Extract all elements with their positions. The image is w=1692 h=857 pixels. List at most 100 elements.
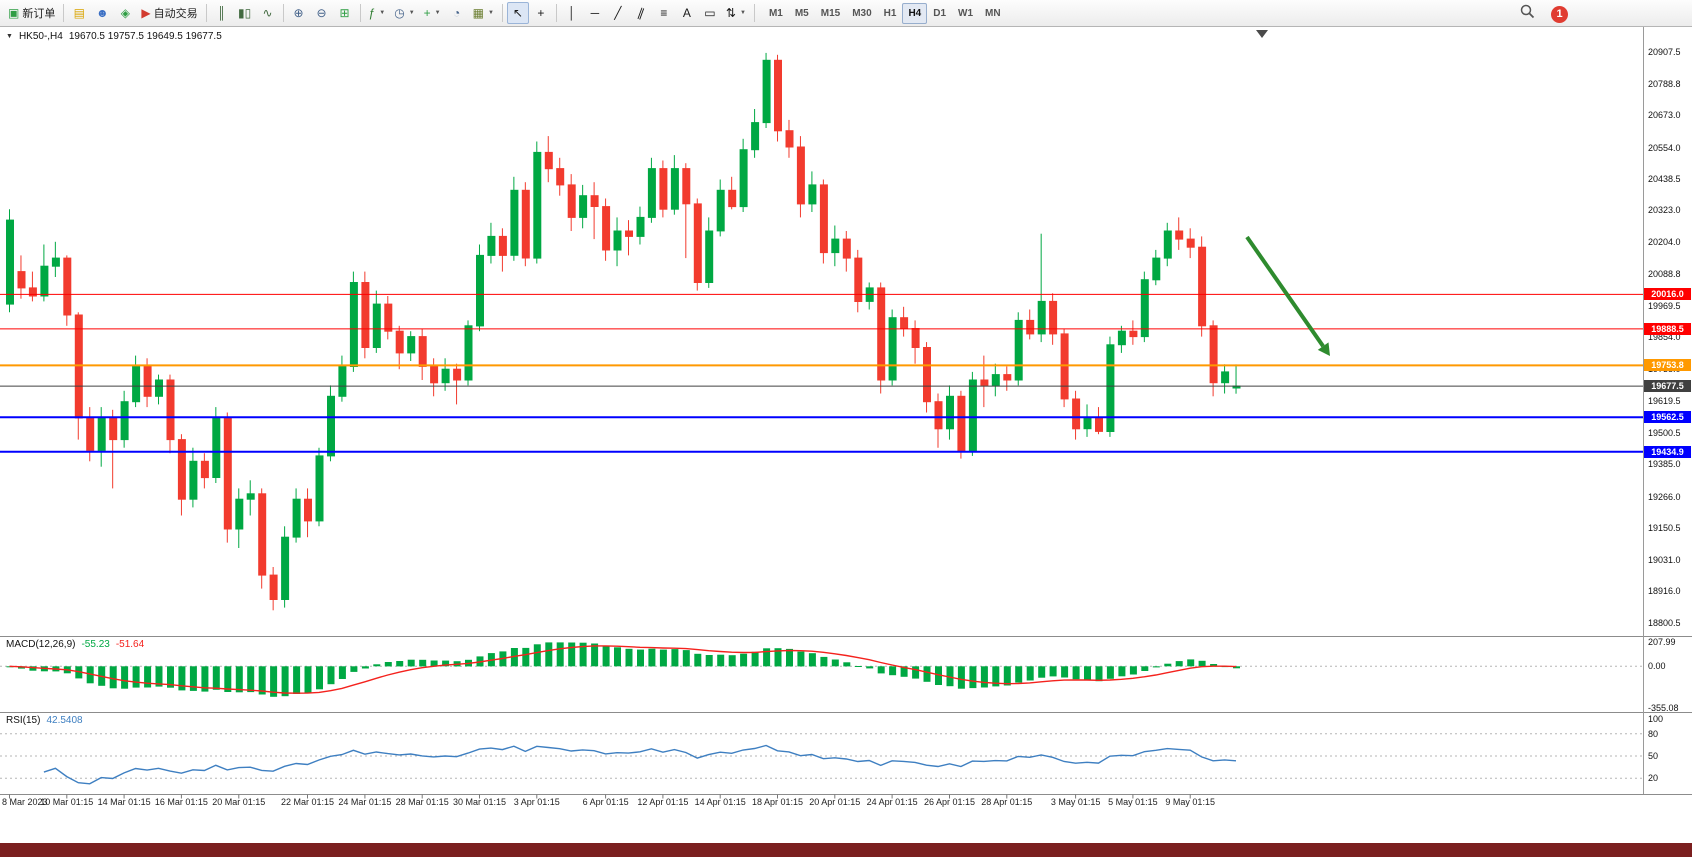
- timeframe-H1[interactable]: H1: [883, 7, 897, 19]
- timeframe-M30[interactable]: M30: [852, 7, 872, 19]
- dropdown-caret-icon: ▼: [487, 10, 494, 16]
- bar-chart-icon: ║: [217, 6, 226, 20]
- periods-button[interactable]: ◷ ▼: [390, 2, 418, 24]
- indicators-button[interactable]: ƒ ▼: [365, 2, 390, 24]
- dropdown-caret-icon: ▼: [739, 10, 746, 16]
- chart-symbol-period: HK50-,H4: [18, 31, 63, 42]
- timeframe-MN[interactable]: MN: [985, 7, 1001, 19]
- toolbar-button-group: ▣ 新订单 ▤ ☻ ◈ ▶ 自动交易 ║ ▮▯ ∿ ⊕ ⊖ ⊞ ƒ ▼ ◷ ▼ + ▼ ◔ ▦ ▼ ↖ + │ ─ ╱ ∥ ≡ A ▭ ⇅ ▼: [4, 2, 758, 24]
- line-chart-button[interactable]: ∿: [257, 2, 279, 24]
- level-lines-layer[interactable]: [0, 293, 1643, 453]
- timeframe-group: M1 M5 M15 M30 H1 H4 D1 W1 MN: [763, 2, 1007, 24]
- autotrading-label: 自动交易: [153, 8, 198, 20]
- horizontal-line-button[interactable]: ─: [584, 2, 606, 24]
- rsi-line: [43, 744, 1237, 785]
- macd-indicator-label: MACD(12,26,9) -55.23 -51.64: [6, 639, 144, 650]
- tile-windows-button[interactable]: ⊞: [334, 2, 356, 24]
- history-center-button[interactable]: ◔: [446, 2, 468, 24]
- rsi-value: 42.5408: [46, 715, 83, 726]
- trendline-icon: ╱: [614, 6, 622, 20]
- crosshair-button[interactable]: +: [530, 2, 552, 24]
- arrows-button[interactable]: ⇅ ▼: [722, 2, 750, 24]
- fibonacci-button[interactable]: ≡: [653, 2, 675, 24]
- dropdown-caret-icon: ▼: [408, 10, 415, 16]
- autotrading-icon: ▶: [141, 6, 151, 20]
- market-watch-button[interactable]: ☻: [91, 2, 113, 24]
- timeframe-M1[interactable]: M1: [768, 7, 783, 19]
- charts-profile-button[interactable]: ▤: [68, 2, 90, 24]
- equidistant-channel-button[interactable]: ∥: [630, 2, 652, 24]
- new-order-label: 新订单: [22, 8, 56, 20]
- history-center-icon: ◔: [453, 6, 461, 20]
- notification-badge[interactable]: 1: [1551, 5, 1568, 23]
- chart-header: ▼ HK50-,H4 19670.5 19757.5 19649.5 19677…: [6, 31, 222, 42]
- autotrading-button[interactable]: ▶ 自动交易: [137, 2, 201, 24]
- navigator-button[interactable]: ◈: [114, 2, 136, 24]
- text-label-icon: ▭: [704, 6, 716, 20]
- dropdown-caret-icon: ▼: [434, 10, 441, 16]
- templates-icon: ▦: [472, 6, 484, 20]
- arrows-icon: ⇅: [725, 6, 736, 20]
- toolbar-separator: [359, 4, 361, 22]
- cursor-button[interactable]: ↖: [506, 2, 529, 24]
- vertical-line-icon: │: [568, 6, 576, 20]
- candlestick-chart-button[interactable]: ▮▯: [234, 2, 256, 24]
- periods-icon: ◷: [394, 6, 405, 20]
- trendline-button[interactable]: ╱: [607, 2, 629, 24]
- bar-chart-button[interactable]: ║: [211, 2, 233, 24]
- candlestick-series: [6, 52, 1241, 611]
- trend-arrow-annotation[interactable]: [1245, 235, 1330, 356]
- macd-value-signal: -51.64: [115, 639, 145, 650]
- vertical-line-button[interactable]: │: [561, 2, 583, 24]
- equidistant-channel-icon: ∥: [635, 5, 647, 21]
- toolbar-separator: [205, 4, 207, 22]
- zoom-in-button[interactable]: ⊕: [288, 2, 310, 24]
- text-button[interactable]: A: [676, 2, 698, 24]
- zoom-in-icon: ⊕: [293, 6, 304, 20]
- tile-windows-icon: ⊞: [339, 6, 350, 20]
- chart-ohlc-values: 19670.5 19757.5 19649.5 19677.5: [68, 31, 222, 42]
- macd-signal-line: [9, 645, 1237, 694]
- charts-profile-icon: ▤: [73, 6, 86, 20]
- macd-name: MACD(12,26,9): [6, 639, 76, 650]
- toolbar-separator: [282, 4, 284, 22]
- toolbar-separator: [501, 4, 503, 22]
- search-icon[interactable]: [1520, 4, 1535, 24]
- line-chart-icon: ∿: [262, 6, 273, 20]
- crosshair-icon: +: [537, 6, 545, 20]
- macd-histogram: [6, 642, 1240, 697]
- toolbar-right: 1: [1520, 4, 1568, 24]
- bottom-strip: [0, 843, 1692, 857]
- add-object-icon: +: [423, 6, 431, 20]
- chart-shift-marker: [1256, 30, 1268, 38]
- toolbar-separator: [555, 4, 557, 22]
- horizontal-line-icon: ─: [590, 6, 600, 20]
- templates-button[interactable]: ▦ ▼: [469, 2, 498, 24]
- toolbar-separator: [753, 4, 755, 22]
- rsi-name: RSI(15): [6, 715, 41, 726]
- indicators-icon: ƒ: [368, 6, 376, 20]
- text-icon: A: [682, 6, 691, 20]
- text-label-button[interactable]: ▭: [699, 2, 721, 24]
- market-watch-icon: ☻: [96, 6, 109, 20]
- add-object-button[interactable]: + ▼: [420, 2, 445, 24]
- timeframe-M15[interactable]: M15: [820, 7, 841, 19]
- zoom-out-icon: ⊖: [316, 6, 327, 20]
- timeframe-H4[interactable]: H4: [902, 2, 928, 24]
- candlestick-chart-icon: ▮▯: [237, 6, 252, 20]
- timeframe-M5[interactable]: M5: [794, 7, 809, 19]
- cursor-icon: ↖: [512, 6, 523, 20]
- toolbar: ▣ 新订单 ▤ ☻ ◈ ▶ 自动交易 ║ ▮▯ ∿ ⊕ ⊖ ⊞ ƒ ▼ ◷ ▼ + ▼ ◔ ▦ ▼ ↖ + │ ─ ╱ ∥ ≡ A ▭ ⇅ ▼ …: [0, 0, 1692, 27]
- price-scale-separator: [1643, 27, 1644, 794]
- rsi-indicator-label: RSI(15) 42.5408: [6, 715, 83, 726]
- collapse-arrow-icon[interactable]: ▼: [6, 33, 13, 40]
- toolbar-separator: [63, 4, 65, 22]
- fibonacci-icon: ≡: [660, 6, 668, 20]
- timeframe-D1[interactable]: D1: [933, 7, 947, 19]
- new-order-icon: ▣: [8, 6, 20, 20]
- zoom-out-button[interactable]: ⊖: [311, 2, 333, 24]
- timeframe-W1[interactable]: W1: [958, 7, 974, 19]
- dropdown-caret-icon: ▼: [379, 10, 386, 16]
- new-order-button[interactable]: ▣ 新订单: [4, 2, 59, 24]
